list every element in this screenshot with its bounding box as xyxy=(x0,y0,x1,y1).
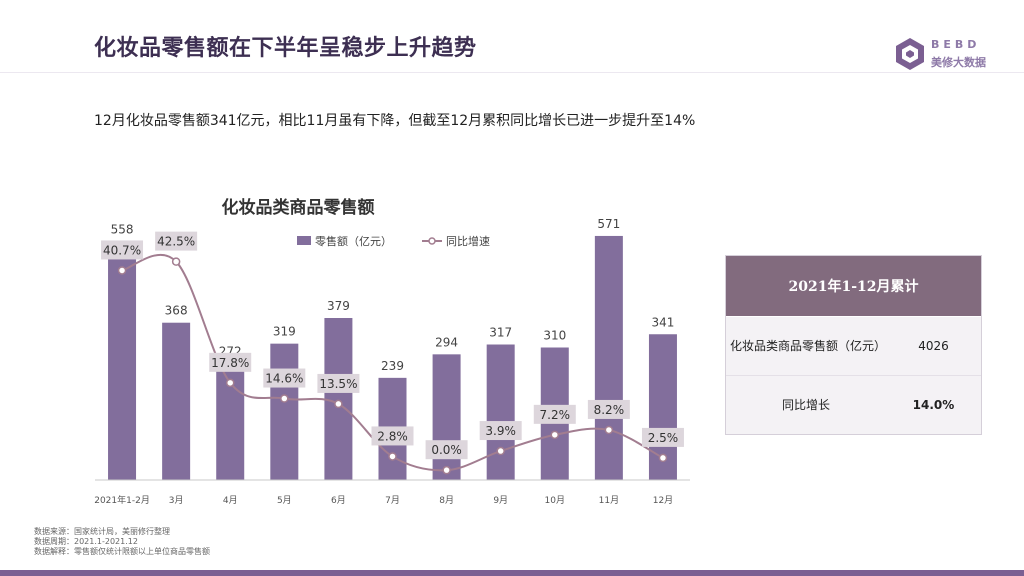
bar-value-label: 379 xyxy=(327,299,350,313)
title-divider xyxy=(0,72,1024,73)
summary-sentence: 12月化妆品零售额341亿元，相比11月虽有下降，但截至12月累积同比增长已进一… xyxy=(94,113,696,129)
bar-value-label: 571 xyxy=(597,217,620,231)
x-tick-label: 10月 xyxy=(545,495,565,506)
x-tick-label: 12月 xyxy=(653,495,673,506)
bar-value-label: 294 xyxy=(435,335,458,349)
bar xyxy=(324,318,353,480)
legend-swatch-marker xyxy=(428,237,436,245)
legend-label: 同比增速 xyxy=(446,234,490,248)
x-tick-label: 11月 xyxy=(599,495,619,506)
x-tick-label: 7月 xyxy=(385,495,400,506)
bar xyxy=(162,322,191,480)
growth-value-label: 3.9% xyxy=(485,424,516,438)
summary-row-growth: 同比增长 14.0% xyxy=(726,375,981,434)
growth-marker xyxy=(658,453,668,463)
x-tick-label: 5月 xyxy=(277,495,292,506)
growth-value-label: 40.7% xyxy=(103,243,141,257)
summary-label: 同比增长 xyxy=(781,397,830,412)
x-tick-label: 4月 xyxy=(223,495,238,506)
bar-value-label: 319 xyxy=(273,325,296,339)
footnotes: 数据来源：国家统计局，美丽修行整理 数据周期：2021.1-2021.12 数据… xyxy=(34,527,210,557)
growth-label-box xyxy=(479,421,522,441)
growth-label-box xyxy=(155,231,198,251)
growth-marker xyxy=(334,399,343,409)
growth-value-label: 17.8% xyxy=(211,356,249,370)
x-tick-label: 2021年1-2月 xyxy=(94,494,150,506)
bar xyxy=(594,235,623,480)
summary-label: 化妆品类商品零售额（亿元） xyxy=(730,338,887,353)
growth-label-box xyxy=(587,399,630,419)
logo-text-en: BEBD xyxy=(931,38,981,51)
growth-label-box xyxy=(371,426,414,446)
growth-marker xyxy=(171,257,181,266)
growth-label-box xyxy=(641,427,684,447)
x-tick-label: 6月 xyxy=(331,495,346,506)
growth-marker xyxy=(442,465,451,475)
x-tick-label: 8月 xyxy=(439,495,454,506)
x-tick-label: 9月 xyxy=(493,495,508,506)
summary-value: 4026 xyxy=(918,339,949,353)
growth-label-box xyxy=(425,440,468,460)
x-tick-label: 3月 xyxy=(169,495,184,506)
summary-value: 14.0% xyxy=(912,398,955,412)
footnote-source: 数据来源：国家统计局，美丽修行整理 xyxy=(34,527,170,536)
legend-label: 零售额（亿元） xyxy=(315,234,392,248)
growth-value-label: 42.5% xyxy=(157,235,195,249)
bar-value-label: 368 xyxy=(165,304,188,318)
page-title: 化妆品零售额在下半年呈稳步上升趋势 xyxy=(94,36,477,61)
growth-label-box xyxy=(317,373,360,393)
growth-label-box xyxy=(263,368,306,388)
chart-title: 化妆品类商品零售额 xyxy=(222,197,375,218)
summary-row-retail: 化妆品类商品零售额（亿元） 4026 xyxy=(726,316,981,375)
summary-header: 2021年1-12月累计 xyxy=(726,256,981,316)
bar-value-label: 310 xyxy=(543,329,566,343)
growth-value-label: 8.2% xyxy=(594,403,625,417)
bar-value-label: 317 xyxy=(489,326,512,340)
growth-value-label: 13.5% xyxy=(319,377,357,391)
bar xyxy=(432,354,461,480)
bar-value-label: 239 xyxy=(381,359,404,373)
bottom-accent-bar xyxy=(0,570,1024,576)
growth-value-label: 14.6% xyxy=(265,372,303,386)
bar-value-label: 341 xyxy=(652,315,675,329)
summary-table: 2021年1-12月累计 化妆品类商品零售额（亿元） 4026 同比增长 14.… xyxy=(725,255,982,435)
bar-value-label: 558 xyxy=(111,223,134,237)
logo-text-cn: 美修大数据 xyxy=(931,56,986,69)
bar xyxy=(486,344,515,480)
footnote-note: 数据解释：零售额仅统计限额以上单位商品零售额 xyxy=(34,547,210,556)
growth-marker xyxy=(604,425,614,435)
brand-logo: BEBD 美修大数据 xyxy=(893,36,1003,72)
growth-marker xyxy=(388,452,397,461)
growth-marker xyxy=(496,446,505,456)
growth-marker xyxy=(117,266,127,275)
logo-icon xyxy=(896,38,924,70)
growth-value-label: 2.5% xyxy=(648,431,679,445)
legend-swatch-bar xyxy=(297,236,311,245)
growth-marker xyxy=(280,394,289,403)
growth-label-box xyxy=(101,240,144,260)
growth-value-label: 2.8% xyxy=(377,429,408,443)
growth-value-label: 0.0% xyxy=(431,443,462,457)
bar xyxy=(270,343,299,480)
growth-label-box xyxy=(209,352,252,372)
growth-marker xyxy=(550,430,560,440)
growth-value-label: 7.2% xyxy=(540,408,571,422)
bar xyxy=(108,241,137,480)
growth-label-box xyxy=(533,404,576,424)
growth-marker xyxy=(225,378,235,388)
footnote-period: 数据周期：2021.1-2021.12 xyxy=(34,537,138,546)
